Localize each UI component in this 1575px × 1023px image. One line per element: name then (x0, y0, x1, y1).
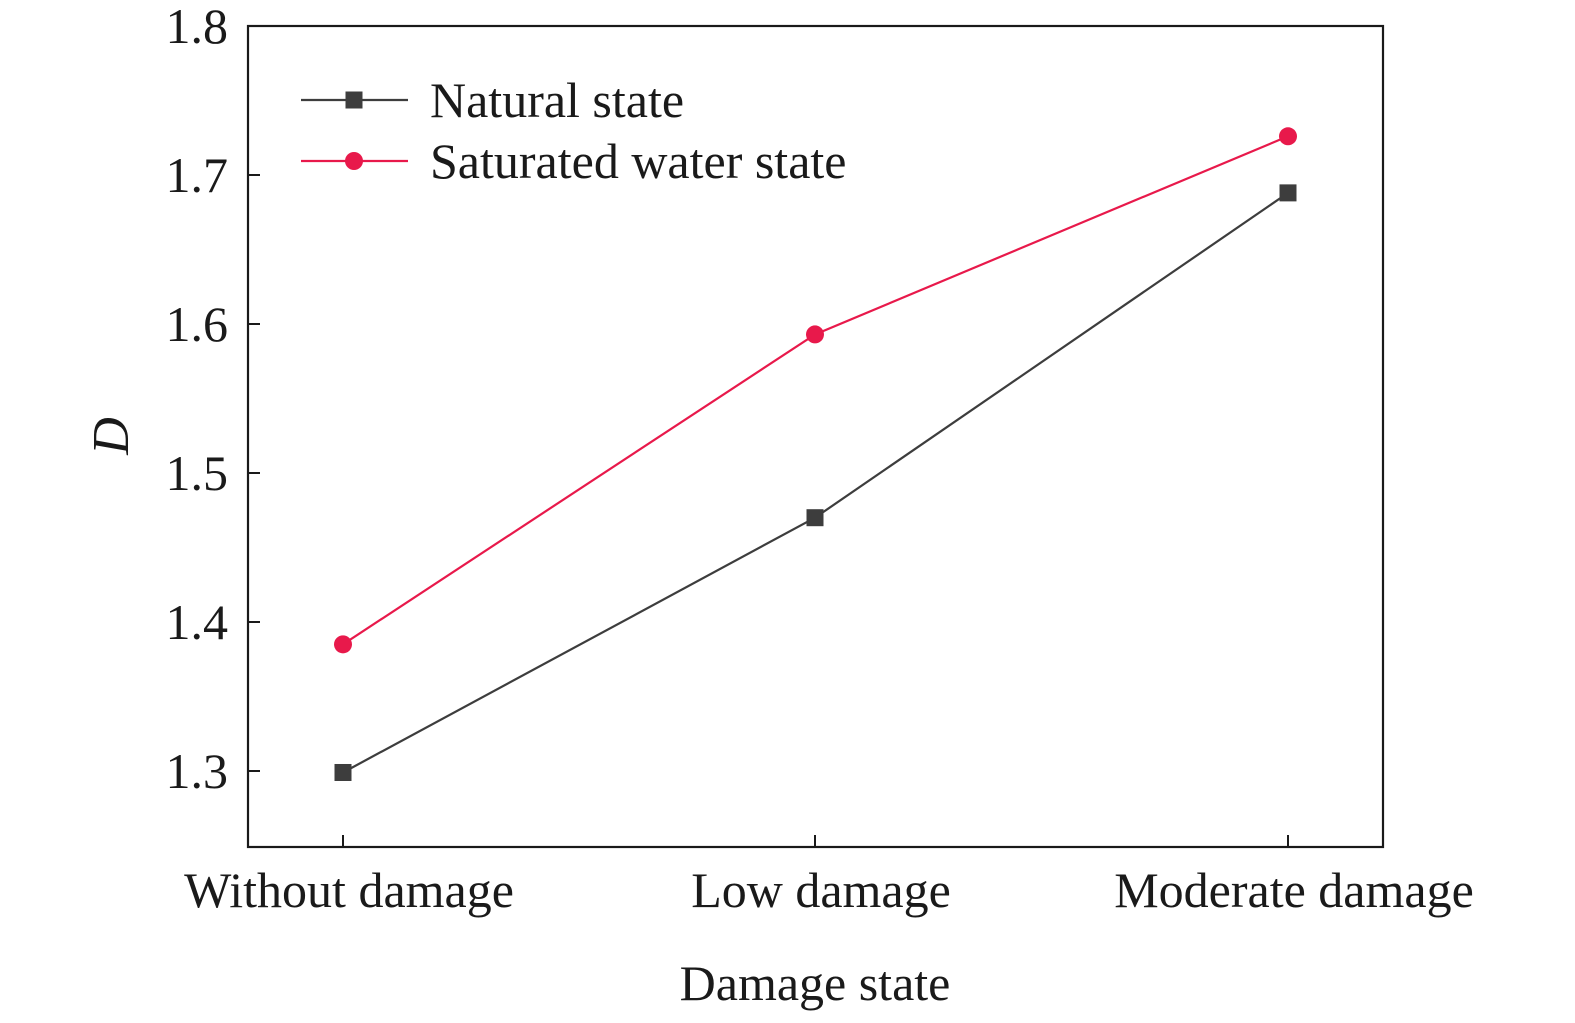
series-line (342, 191, 1289, 774)
data-point-circle (806, 325, 824, 344)
x-axis: Without damage Low damage Moderate damage (184, 835, 1474, 918)
y-tick-label: 1.4 (166, 594, 229, 650)
y-tick-label: 1.3 (166, 743, 229, 799)
legend-item: Saturated water state (301, 133, 846, 189)
legend-label: Saturated water state (430, 133, 846, 189)
data-point-circle (1279, 127, 1297, 146)
y-tick-label: 1.6 (166, 296, 229, 352)
series-saturated-water-state (334, 127, 1297, 654)
data-point-square (806, 509, 824, 527)
x-tick-label: Low damage (691, 862, 951, 918)
legend-label: Natural state (430, 72, 684, 128)
legend-marker-circle (345, 152, 363, 170)
legend-item: Natural state (301, 72, 684, 128)
y-axis: 1.3 1.4 1.5 1.6 1.7 1.8 (166, 0, 260, 799)
y-tick-label: 1.7 (166, 147, 229, 203)
series-layer (334, 127, 1297, 781)
legend-marker-square (345, 91, 363, 109)
x-tick-label: Moderate damage (1114, 862, 1474, 918)
data-point-square (1279, 184, 1297, 202)
y-axis-title: D (83, 417, 140, 456)
data-point-circle (334, 635, 352, 654)
series-natural-state (334, 184, 1297, 781)
x-axis-title: Damage state (680, 955, 951, 1011)
series-line (342, 135, 1289, 646)
x-tick-label: Without damage (184, 862, 514, 918)
y-tick-label: 1.5 (166, 445, 229, 501)
data-point-square (334, 763, 352, 781)
y-tick-label: 1.8 (166, 0, 229, 54)
